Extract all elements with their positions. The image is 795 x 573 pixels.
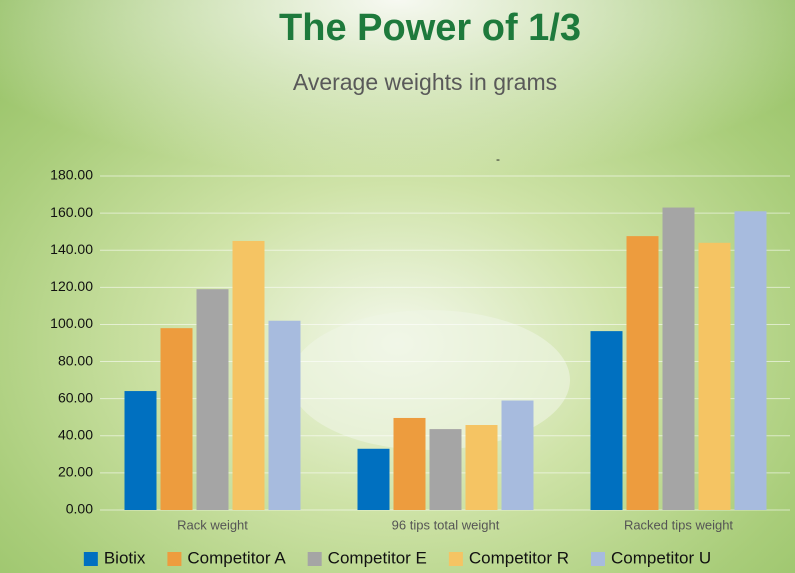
bar [663,208,695,510]
y-tick-label: 60.00 [58,389,93,405]
bar [394,418,426,510]
chart-title: The Power of 1/3 [279,7,581,49]
y-tick-label: 180.00 [50,167,93,183]
x-tick-label: Racked tips weight [624,517,733,532]
legend-swatch [167,552,181,566]
x-tick-label: 96 tips total weight [392,517,500,532]
legend-label: Competitor E [328,548,427,567]
y-tick-label: 160.00 [50,204,93,220]
y-tick-label: 100.00 [50,315,93,331]
y-tick-label: 20.00 [58,464,93,480]
bar [233,241,265,510]
bar [125,391,157,510]
y-tick-label: 140.00 [50,241,93,257]
bar [699,243,731,510]
y-tick-label: 120.00 [50,278,93,294]
bar [591,331,623,510]
bar [430,429,462,510]
y-tick-label: 80.00 [58,352,93,368]
y-tick-label: 40.00 [58,426,93,442]
chart: The Power of 1/3 Average weights in gram… [0,0,795,573]
bar [197,289,229,510]
legend-swatch [308,552,322,566]
bar [627,236,659,510]
bar [269,321,301,510]
legend-label: Competitor R [469,548,569,567]
bar [466,425,498,510]
y-tick-label: 0.00 [66,501,93,517]
legend-swatch [84,552,98,566]
x-tick-label: Rack weight [177,517,248,532]
bar [735,211,767,510]
legend-swatch [591,552,605,566]
bar [502,401,534,510]
bar [161,328,193,510]
legend-label: Competitor A [187,548,286,567]
legend-label: Competitor U [611,548,711,567]
legend-swatch [449,552,463,566]
page: The Power of 1/3 Average weights in gram… [0,0,795,573]
annotation: - [496,152,500,166]
legend-label: Biotix [104,548,146,567]
bar [358,449,390,510]
chart-subtitle: Average weights in grams [293,69,557,95]
